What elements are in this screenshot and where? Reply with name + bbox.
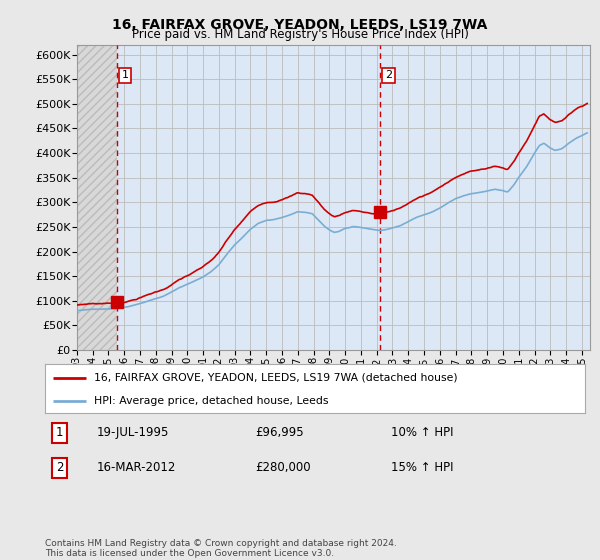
Text: 10% ↑ HPI: 10% ↑ HPI — [391, 426, 453, 439]
Text: 1: 1 — [122, 71, 128, 80]
Text: Contains HM Land Registry data © Crown copyright and database right 2024.
This d: Contains HM Land Registry data © Crown c… — [45, 539, 397, 558]
Text: HPI: Average price, detached house, Leeds: HPI: Average price, detached house, Leed… — [94, 396, 328, 406]
Text: 15% ↑ HPI: 15% ↑ HPI — [391, 461, 453, 474]
Text: 1: 1 — [56, 426, 64, 439]
Text: £280,000: £280,000 — [256, 461, 311, 474]
Text: 19-JUL-1995: 19-JUL-1995 — [96, 426, 169, 439]
Text: 16, FAIRFAX GROVE, YEADON, LEEDS, LS19 7WA: 16, FAIRFAX GROVE, YEADON, LEEDS, LS19 7… — [112, 18, 488, 32]
Text: 16-MAR-2012: 16-MAR-2012 — [96, 461, 176, 474]
Text: 2: 2 — [56, 461, 64, 474]
Text: Price paid vs. HM Land Registry's House Price Index (HPI): Price paid vs. HM Land Registry's House … — [131, 28, 469, 41]
Text: 2: 2 — [385, 71, 392, 80]
Text: 16, FAIRFAX GROVE, YEADON, LEEDS, LS19 7WA (detached house): 16, FAIRFAX GROVE, YEADON, LEEDS, LS19 7… — [94, 373, 457, 383]
Bar — [77, 45, 117, 350]
Text: £96,995: £96,995 — [256, 426, 304, 439]
